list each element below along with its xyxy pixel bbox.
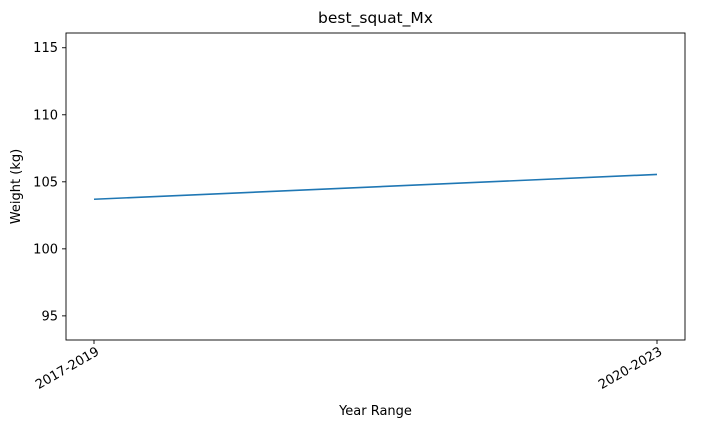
y-tick-label: 100 — [33, 242, 58, 257]
plot-frame — [65, 32, 686, 341]
chart-title: best_squat_Mx — [318, 9, 433, 28]
series-line — [93, 173, 658, 201]
y-tick-label: 105 — [33, 175, 58, 190]
y-axis-label: Weight (kg) — [9, 149, 24, 224]
plot-area — [65, 32, 686, 341]
x-tick-label: 2017-2019 — [33, 344, 102, 392]
x-axis: 2017-2019 2020-2023 — [33, 340, 665, 393]
y-axis: 95 100 105 110 115 — [33, 41, 66, 324]
x-tick-label: 2020-2023 — [596, 344, 665, 392]
y-tick-label: 95 — [41, 309, 58, 324]
x-axis-label: Year Range — [338, 404, 412, 419]
y-tick-label: 110 — [33, 108, 58, 123]
y-tick-label: 115 — [33, 41, 58, 56]
